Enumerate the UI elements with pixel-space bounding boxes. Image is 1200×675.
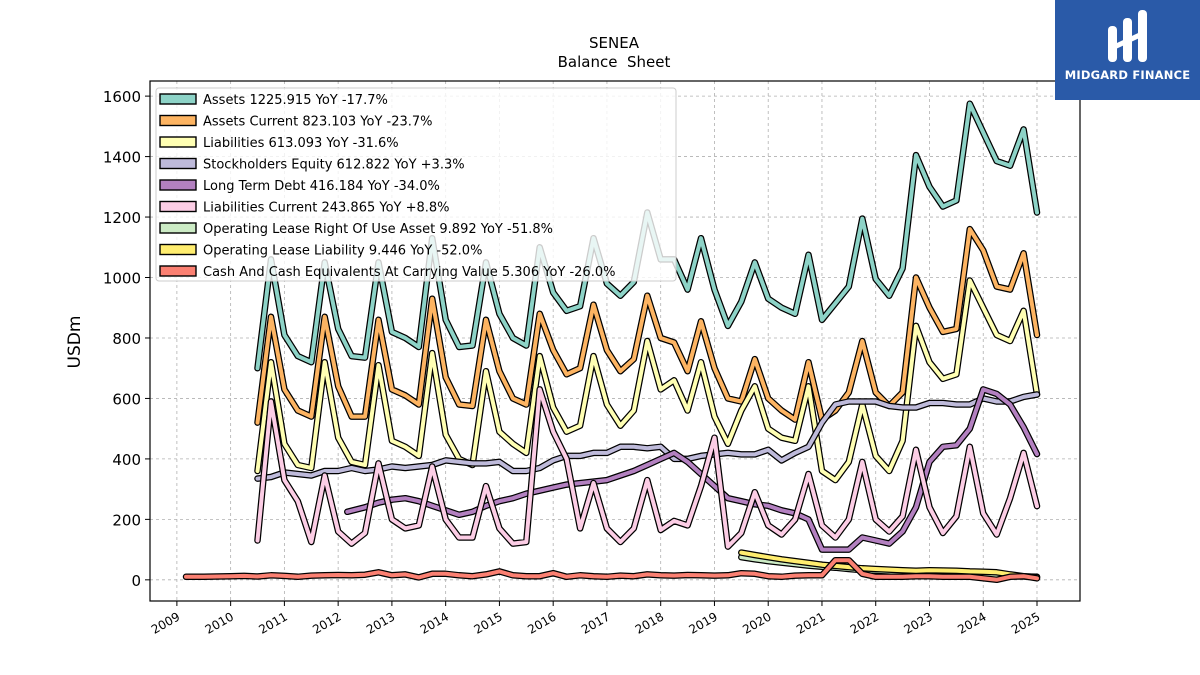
legend-swatch [159,93,197,105]
axes-layer: 0 200 400 600 800 1000 1200 1400 1600 2009 2010 201… [103,80,1081,637]
x-tick-label: 2020 [740,609,773,636]
x-tick-label: 2017 [579,609,612,636]
legend-label: Liabilities Current 243.865 YoY +8.8% [203,201,450,216]
legend-swatch [159,265,197,277]
y-tick-label: 1600 [103,88,141,106]
legend-swatch [159,136,197,148]
brand-logo: MIDGARD FINANCE [1055,0,1200,100]
x-tick-label: 2021 [794,609,827,636]
x-tick-label: 2025 [1009,609,1042,636]
legend-label: Assets 1225.915 YoY -17.7% [203,93,388,108]
x-tick-label: 2024 [955,609,988,636]
x-tick-label: 2016 [525,609,558,636]
legend-label: Cash And Cash Equivalents At Carrying Va… [203,265,615,280]
legend-swatch [159,200,197,213]
chart-title: SENEA [589,34,640,52]
legend-label: Long Term Debt 416.184 YoY -34.0% [203,179,440,194]
midgard-logo-icon [1108,10,1147,62]
x-tick-label: 2014 [418,609,451,636]
x-tick-label: 2011 [256,609,289,636]
series-line-5 [255,387,1039,549]
y-tick-label: 200 [112,511,141,529]
y-tick-label: 1400 [103,149,141,167]
legend-swatch [159,114,197,127]
x-tick-label: 2013 [364,609,397,636]
legend-label: Stockholders Equity 612.822 YoY +3.3% [203,158,465,173]
chart-subtitle: Balance Sheet [558,53,671,71]
legend-label: Assets Current 823.103 YoY -23.7% [203,115,433,130]
legend-swatch [159,243,197,256]
legend-swatch [159,222,197,234]
series-line-7 [739,550,1039,580]
series-line-2 [255,278,1039,483]
series-line-8 [184,558,1039,582]
x-tick-label: 2019 [686,609,719,636]
legend-label: Liabilities 613.093 YoY -31.6% [203,136,399,151]
legend-label: Operating Lease Liability 9.446 YoY -52.… [203,244,482,259]
legend: Assets 1225.915 YoY -17.7% Assets Current… [155,87,677,282]
series-line-3 [255,392,1039,481]
y-tick-label: 0 [131,572,141,590]
legend-box [155,87,677,282]
x-tick-label: 2015 [471,609,504,636]
y-tick-label: 1200 [103,209,141,227]
legend-swatch [159,157,197,170]
legend-label: Operating Lease Right Of Use Asset 9.892… [203,222,553,237]
x-tick-label: 2023 [902,609,935,636]
y-tick-label: 1000 [103,270,141,288]
y-tick-label: 400 [112,451,141,469]
x-tick-label: 2018 [633,609,666,636]
x-tick-label: 2010 [203,609,236,636]
x-tick-label: 2012 [310,609,343,636]
brand-name: MIDGARD FINANCE [1064,68,1191,82]
y-tick-label: 600 [112,390,141,408]
y-axis-label: USDm [65,316,85,369]
x-tick-label: 2022 [848,609,881,636]
x-tick-label: 2009 [149,609,182,636]
y-tick-label: 800 [112,330,141,348]
series-line-1 [255,227,1039,425]
plot-frame [149,80,1081,602]
legend-swatch [159,179,197,191]
